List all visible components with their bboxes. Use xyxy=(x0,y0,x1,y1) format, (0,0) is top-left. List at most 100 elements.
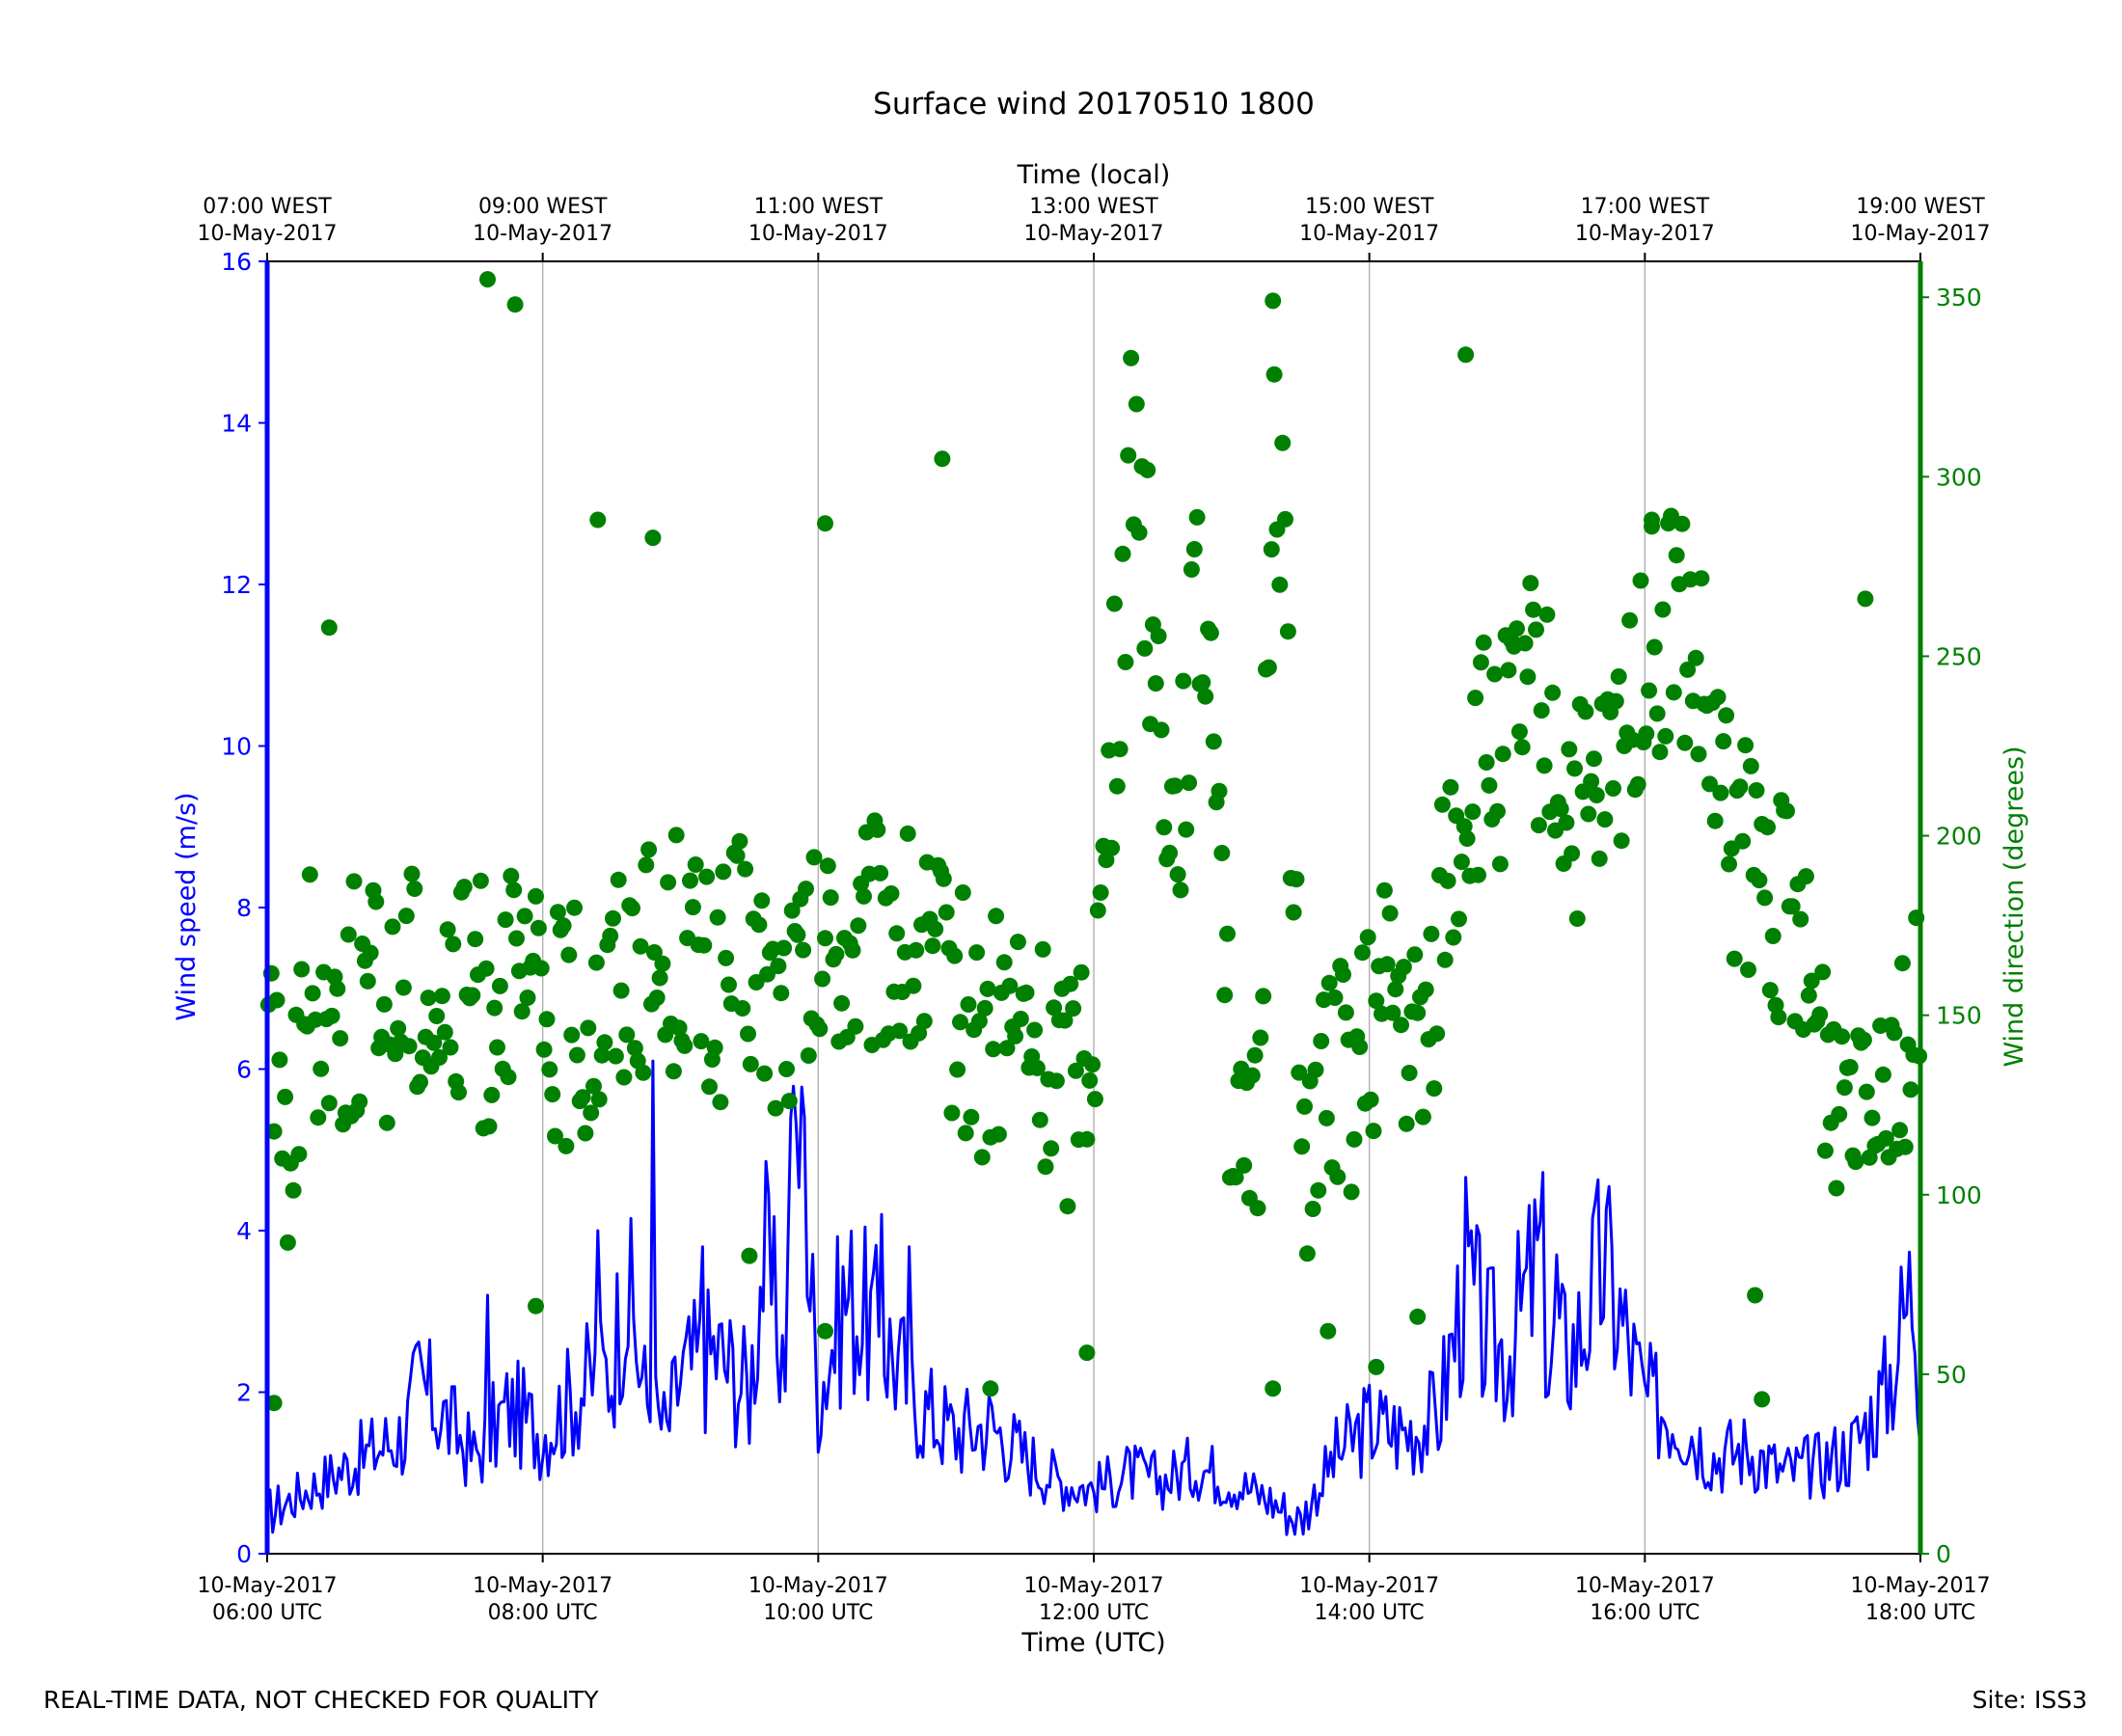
wind-direction-point xyxy=(1701,775,1718,793)
wind-direction-point xyxy=(351,1093,368,1110)
wind-direction-point xyxy=(850,917,867,935)
wind-direction-point xyxy=(718,949,735,966)
wind-direction-point xyxy=(1298,1245,1316,1262)
wind-direction-point xyxy=(436,1023,453,1041)
wind-direction-point xyxy=(503,867,520,884)
wind-direction-point xyxy=(277,1088,294,1105)
wind-direction-point xyxy=(1528,621,1544,638)
wind-direction-point xyxy=(390,1019,407,1037)
wind-direction-point xyxy=(1296,1098,1313,1115)
wind-direction-point xyxy=(301,866,318,883)
left-y-tick-label: 14 xyxy=(221,410,252,438)
wind-direction-point xyxy=(949,1061,966,1078)
wind-direction-point xyxy=(1641,682,1658,699)
wind-direction-point xyxy=(698,868,716,885)
wind-direction-point xyxy=(1318,1109,1335,1126)
left-y-tick-label: 4 xyxy=(236,1217,252,1245)
wind-direction-point xyxy=(1086,1091,1103,1108)
wind-direction-point xyxy=(1130,524,1148,541)
wind-direction-point xyxy=(1586,750,1602,768)
wind-direction-point xyxy=(687,856,704,873)
left-y-axis-label: Wind speed (m/s) xyxy=(172,792,202,1020)
wind-direction-point xyxy=(1197,688,1214,705)
wind-direction-point xyxy=(384,918,401,936)
wind-direction-point xyxy=(505,882,523,899)
wind-direction-point xyxy=(1018,984,1035,1001)
wind-direction-point xyxy=(1712,784,1729,801)
x-tick-label-time: 16:00 UTC xyxy=(1590,1601,1700,1625)
wind-direction-point xyxy=(1877,1129,1894,1147)
wind-direction-point xyxy=(491,977,508,994)
wind-direction-point xyxy=(1453,854,1470,871)
wind-direction-point xyxy=(489,1039,505,1056)
wind-direction-point xyxy=(1458,830,1476,847)
wind-direction-point xyxy=(612,982,630,999)
top-tick-label-time: 11:00 WEST xyxy=(754,195,884,219)
wind-direction-point xyxy=(1153,721,1170,739)
right-y-tick-label: 50 xyxy=(1936,1361,1967,1389)
wind-direction-point xyxy=(814,970,831,988)
wind-direction-point xyxy=(701,1078,718,1096)
wind-direction-point xyxy=(1043,1140,1060,1157)
wind-direction-point xyxy=(479,271,496,288)
wind-direction-point xyxy=(883,885,900,902)
wind-direction-point xyxy=(819,857,836,875)
wind-direction-point xyxy=(1335,966,1351,983)
wind-direction-point xyxy=(332,1030,349,1047)
wind-direction-point xyxy=(963,1108,980,1126)
wind-direction-point xyxy=(568,1046,585,1064)
wind-direction-point xyxy=(378,1114,395,1131)
wind-direction-point xyxy=(1329,1168,1347,1185)
wind-direction-point xyxy=(946,947,964,964)
wind-direction-point xyxy=(915,1013,933,1030)
wind-direction-point xyxy=(1249,1200,1266,1217)
wind-direction-point xyxy=(439,921,456,938)
wind-direction-point xyxy=(1037,1158,1054,1176)
wind-direction-point xyxy=(574,1089,591,1106)
wind-direction-point xyxy=(480,1118,498,1135)
wind-direction-point xyxy=(1679,661,1697,678)
wind-direction-point xyxy=(1858,1083,1875,1100)
wind-direction-point xyxy=(610,871,627,888)
wind-direction-point xyxy=(323,1007,340,1024)
wind-direction-point xyxy=(1089,902,1106,919)
wind-direction-point xyxy=(822,889,839,907)
wind-direction-point xyxy=(293,961,311,978)
wind-direction-point xyxy=(290,1146,308,1163)
wind-direction-point xyxy=(1401,1065,1418,1081)
wind-direction-point xyxy=(359,972,376,990)
left-y-tick-label: 2 xyxy=(236,1379,252,1407)
wind-direction-point xyxy=(1687,649,1704,666)
wind-direction-point xyxy=(445,936,462,953)
top-tick-label-date: 10-May-2017 xyxy=(748,222,888,246)
x-tick-label-time: 12:00 UTC xyxy=(1039,1601,1149,1625)
series-layer xyxy=(259,271,1928,1536)
wind-direction-point xyxy=(1651,744,1669,761)
wind-direction-point xyxy=(1583,773,1600,790)
wind-direction-point xyxy=(1343,1183,1360,1201)
top-tick-label-time: 09:00 WEST xyxy=(478,195,608,219)
wind-direction-point xyxy=(1111,741,1129,758)
wind-direction-point xyxy=(1770,1009,1787,1026)
wind-direction-point xyxy=(1709,689,1727,706)
wind-direction-point xyxy=(1621,611,1639,629)
wind-direction-point xyxy=(1359,929,1376,946)
wind-direction-point xyxy=(1026,1021,1044,1039)
wind-direction-point xyxy=(1591,850,1608,867)
site-label: Site: ISS3 xyxy=(1972,1686,2087,1714)
wind-direction-point xyxy=(420,990,437,1007)
top-tick-label-time: 17:00 WEST xyxy=(1581,195,1710,219)
wind-direction-point xyxy=(640,841,658,858)
wind-direction-point xyxy=(1103,839,1121,856)
x-tick-label-date: 10-May-2017 xyxy=(473,1574,612,1598)
wind-direction-point xyxy=(387,1045,404,1063)
wind-direction-point xyxy=(1464,803,1482,821)
wind-direction-point xyxy=(1433,796,1451,813)
right-y-tick-label: 100 xyxy=(1936,1181,1982,1209)
wind-direction-point xyxy=(544,1086,561,1103)
wind-direction-point xyxy=(345,873,363,890)
wind-direction-point xyxy=(872,864,889,882)
wind-direction-point xyxy=(624,900,640,917)
wind-direction-point xyxy=(1613,832,1630,850)
wind-direction-point xyxy=(1216,987,1234,1004)
